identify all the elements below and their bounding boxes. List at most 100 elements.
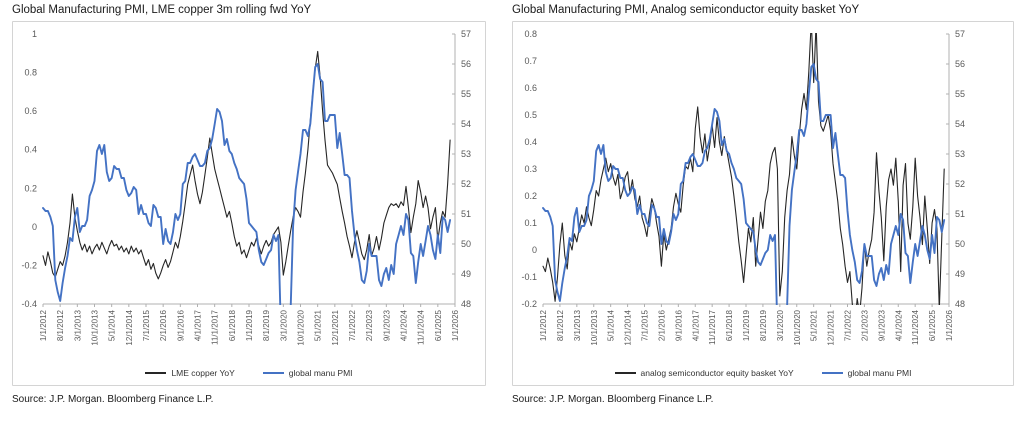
svg-text:0.4: 0.4 [524, 137, 537, 147]
svg-text:5/1/2014: 5/1/2014 [607, 309, 616, 341]
svg-text:12/1/2021: 12/1/2021 [827, 309, 836, 345]
legend-item-copper: LME copper YoY [145, 368, 235, 378]
svg-text:10/1/2013: 10/1/2013 [590, 309, 599, 345]
svg-text:7/1/2022: 7/1/2022 [844, 309, 853, 341]
svg-text:7/1/2015: 7/1/2015 [641, 309, 650, 341]
svg-text:48: 48 [955, 299, 965, 309]
chart-title: Global Manufacturing PMI, LME copper 3m … [12, 4, 312, 16]
svg-text:11/1/2024: 11/1/2024 [911, 309, 920, 345]
legend-item-semis: analog semiconductor equity basket YoY [614, 368, 794, 378]
svg-text:4/1/2024: 4/1/2024 [400, 309, 409, 341]
svg-text:55: 55 [955, 89, 965, 99]
svg-text:51: 51 [461, 209, 471, 219]
svg-text:7/1/2015: 7/1/2015 [142, 309, 151, 341]
legend-line-sample-black [145, 372, 167, 374]
svg-text:0.1: 0.1 [524, 218, 537, 228]
svg-text:3/1/2020: 3/1/2020 [279, 309, 288, 341]
svg-text:1/1/2012: 1/1/2012 [39, 309, 48, 341]
svg-text:0.2: 0.2 [524, 191, 537, 201]
svg-text:6/1/2018: 6/1/2018 [228, 309, 237, 341]
chart-legend: analog semiconductor equity basket YoY g… [513, 363, 1013, 383]
svg-text:6/1/2018: 6/1/2018 [725, 309, 734, 341]
svg-text:9/1/2023: 9/1/2023 [382, 309, 391, 341]
svg-text:54: 54 [461, 119, 471, 129]
svg-text:8/1/2019: 8/1/2019 [759, 309, 768, 341]
svg-text:57: 57 [461, 29, 471, 39]
svg-text:5/1/2014: 5/1/2014 [108, 309, 117, 341]
svg-text:9/1/2023: 9/1/2023 [877, 309, 886, 341]
svg-text:6/1/2025: 6/1/2025 [434, 309, 443, 341]
svg-text:12/1/2014: 12/1/2014 [125, 309, 134, 345]
line-chart-semis-pmi: 0.8 0.7 0.6 0.5 0.4 0.3 0.2 0.1 0 -0.1 -0.2 57 56 55 5… [513, 22, 1013, 363]
svg-text:56: 56 [955, 59, 965, 69]
svg-text:1/1/2026: 1/1/2026 [945, 309, 954, 341]
svg-text:12/1/2014: 12/1/2014 [624, 309, 633, 345]
svg-text:-0.2: -0.2 [21, 260, 37, 270]
svg-text:57: 57 [955, 29, 965, 39]
svg-text:2/1/2016: 2/1/2016 [657, 309, 666, 341]
legend-label: LME copper YoY [171, 368, 235, 378]
chart-panel-semis-pmi: Global Manufacturing PMI, Analog semicon… [512, 4, 1014, 405]
svg-text:52: 52 [461, 179, 471, 189]
chart-canvas: 1 0.8 0.6 0.4 0.2 0 -0.2 -0.4 57 56 55 54 53 52 51 50 49… [21, 29, 471, 346]
chart-panel-copper-pmi: Global Manufacturing PMI, LME copper 3m … [12, 4, 486, 405]
legend-line-sample-blue [821, 372, 843, 374]
svg-text:0.8: 0.8 [524, 29, 537, 39]
svg-text:3/1/2013: 3/1/2013 [573, 309, 582, 341]
svg-text:0: 0 [532, 245, 537, 255]
svg-text:11/1/2024: 11/1/2024 [417, 309, 426, 345]
svg-text:-0.2: -0.2 [521, 299, 537, 309]
svg-text:3/1/2020: 3/1/2020 [776, 309, 785, 341]
chart-legend: LME copper YoY global manu PMI [13, 363, 485, 383]
svg-text:8/1/2012: 8/1/2012 [56, 309, 65, 341]
svg-text:0.2: 0.2 [24, 183, 37, 193]
svg-text:53: 53 [955, 149, 965, 159]
svg-text:2/1/2016: 2/1/2016 [159, 309, 168, 341]
svg-text:0.3: 0.3 [524, 164, 537, 174]
svg-text:2/1/2023: 2/1/2023 [860, 309, 869, 341]
svg-text:51: 51 [955, 209, 965, 219]
svg-text:49: 49 [955, 269, 965, 279]
legend-label: global manu PMI [847, 368, 912, 378]
svg-text:5/1/2021: 5/1/2021 [314, 309, 323, 341]
svg-text:53: 53 [461, 149, 471, 159]
svg-text:0.6: 0.6 [24, 106, 37, 116]
legend-label: global manu PMI [288, 368, 353, 378]
svg-text:10/1/2020: 10/1/2020 [297, 309, 306, 345]
svg-text:55: 55 [461, 89, 471, 99]
svg-text:3/1/2013: 3/1/2013 [73, 309, 82, 341]
svg-text:6/1/2025: 6/1/2025 [928, 309, 937, 341]
svg-text:1/1/2012: 1/1/2012 [539, 309, 548, 341]
svg-text:4/1/2017: 4/1/2017 [691, 309, 700, 341]
svg-text:12/1/2021: 12/1/2021 [331, 309, 340, 345]
svg-text:50: 50 [461, 239, 471, 249]
svg-text:0: 0 [32, 222, 37, 232]
svg-text:10/1/2013: 10/1/2013 [91, 309, 100, 345]
svg-text:11/1/2017: 11/1/2017 [211, 309, 220, 345]
legend-line-sample-blue [262, 372, 284, 374]
legend-label: analog semiconductor equity basket YoY [640, 368, 794, 378]
chart-box: 0.8 0.7 0.6 0.5 0.4 0.3 0.2 0.1 0 -0.1 -0.2 57 56 55 5… [512, 21, 1014, 386]
svg-text:1: 1 [32, 29, 37, 39]
svg-text:56: 56 [461, 59, 471, 69]
svg-text:48: 48 [461, 299, 471, 309]
svg-text:0.5: 0.5 [524, 110, 537, 120]
svg-text:49: 49 [461, 269, 471, 279]
legend-line-sample-black [614, 372, 636, 374]
svg-text:0.6: 0.6 [524, 83, 537, 93]
svg-text:4/1/2024: 4/1/2024 [894, 309, 903, 341]
svg-text:-0.1: -0.1 [521, 272, 537, 282]
svg-text:0.7: 0.7 [524, 56, 537, 66]
line-chart-copper-pmi: 1 0.8 0.6 0.4 0.2 0 -0.2 -0.4 57 56 55 54 53 52 51 50 49… [13, 22, 485, 363]
svg-text:2/1/2023: 2/1/2023 [365, 309, 374, 341]
chart-title: Global Manufacturing PMI, Analog semicon… [512, 4, 860, 16]
svg-text:8/1/2019: 8/1/2019 [262, 309, 271, 341]
svg-text:10/1/2020: 10/1/2020 [793, 309, 802, 345]
svg-text:8/1/2012: 8/1/2012 [556, 309, 565, 341]
svg-text:9/1/2016: 9/1/2016 [176, 309, 185, 341]
svg-text:54: 54 [955, 119, 965, 129]
svg-text:11/1/2017: 11/1/2017 [708, 309, 717, 345]
svg-text:52: 52 [955, 179, 965, 189]
svg-text:5/1/2021: 5/1/2021 [810, 309, 819, 341]
